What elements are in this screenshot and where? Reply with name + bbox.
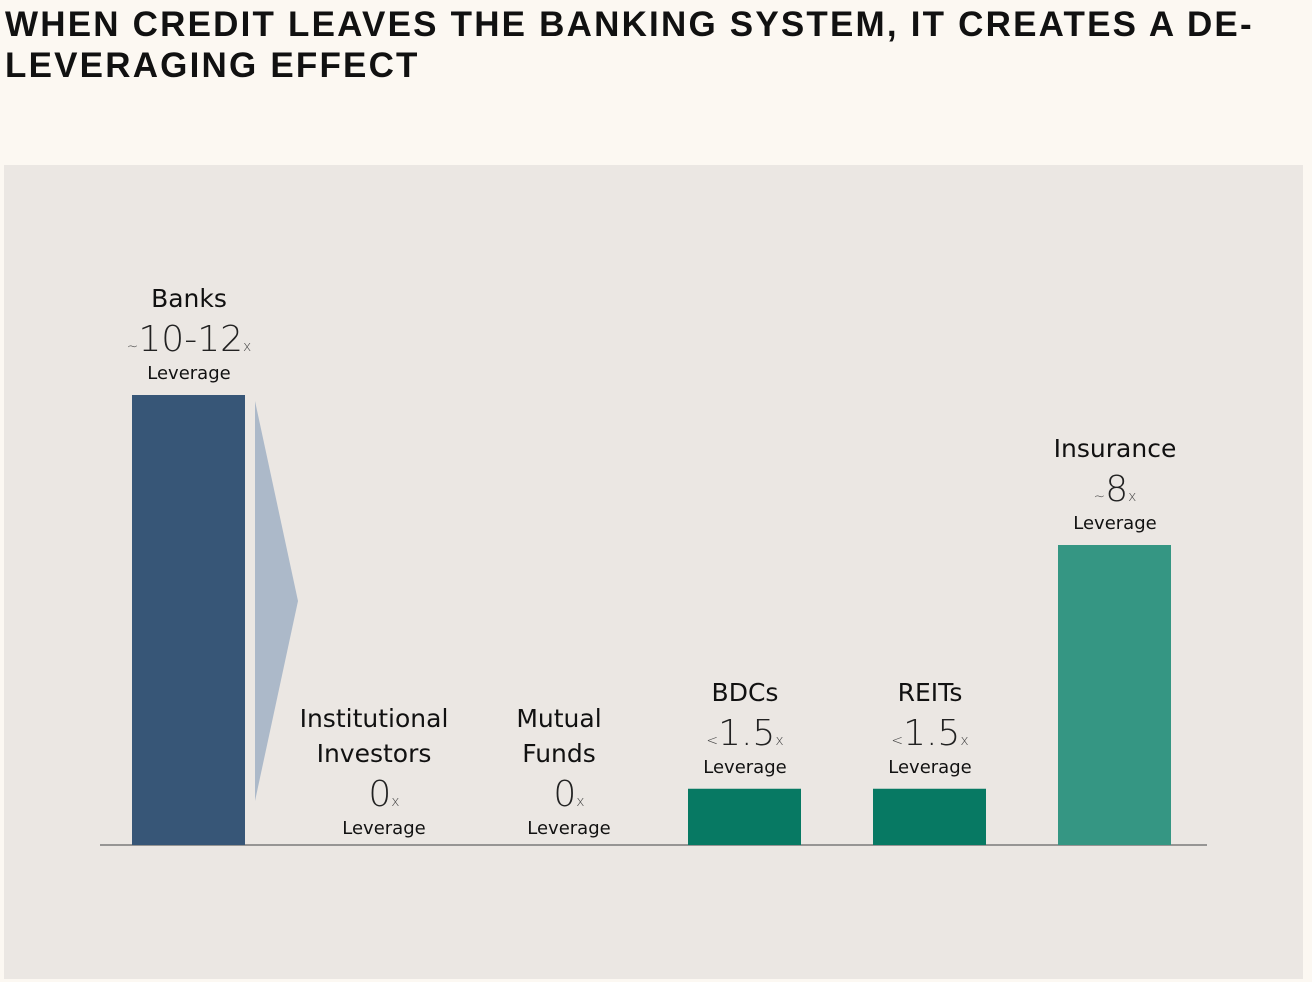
value-number: 0: [368, 774, 391, 815]
category-label-banks: Banks: [151, 284, 227, 313]
deleveraging-arrow: [255, 401, 298, 801]
leverage-label-institutional-investors: Leverage: [342, 818, 425, 839]
leverage-label-bdcs: Leverage: [703, 757, 786, 778]
category-label-insurance: Insurance: [1054, 434, 1177, 463]
value-number: 1.5: [718, 713, 775, 754]
chart-panel: Leverage ~10-12x Banks Leverage 0x Institutio…: [4, 165, 1303, 979]
bar-bdcs: [688, 788, 801, 845]
leverage-label-banks: Leverage: [147, 363, 230, 384]
value-number: 0: [553, 774, 576, 815]
bar-reits: [873, 788, 986, 845]
category-label-reits: REITs: [898, 678, 963, 707]
value-label-mutual-funds: 0x: [553, 774, 584, 815]
value-prefix: <: [706, 733, 718, 749]
leverage-label-mutual-funds: Leverage: [527, 818, 610, 839]
leverage-bar-chart: Leverage~10-12xBanksLeverage0xInstitutio…: [100, 284, 1207, 846]
value-number: 8: [1105, 469, 1128, 510]
chart-title: WHEN CREDIT LEAVES THE BANKING SYSTEM, I…: [5, 5, 1254, 85]
bar-banks: [132, 395, 245, 845]
value-prefix: ~: [1094, 489, 1106, 505]
bar-insurance: [1058, 545, 1171, 845]
value-label-reits: <1.5x: [891, 713, 968, 754]
category-label-institutional-investors: Institutional: [300, 704, 449, 733]
category-label-mutual-funds: Funds: [522, 739, 596, 768]
value-suffix: x: [1128, 489, 1136, 505]
value-suffix: x: [775, 733, 783, 749]
value-label-bdcs: <1.5x: [706, 713, 783, 754]
value-prefix: <: [891, 733, 903, 749]
category-label-mutual-funds: Mutual: [516, 704, 601, 733]
value-suffix: x: [243, 339, 251, 355]
value-suffix: x: [576, 794, 584, 810]
value-number: 10-12: [138, 319, 243, 360]
value-suffix: x: [391, 794, 399, 810]
value-label-banks: ~10-12x: [127, 319, 252, 360]
value-label-institutional-investors: 0x: [368, 774, 399, 815]
value-number: 1.5: [903, 713, 960, 754]
value-prefix: ~: [127, 339, 139, 355]
category-label-bdcs: BDCs: [712, 678, 779, 707]
leverage-label-reits: Leverage: [888, 757, 971, 778]
category-label-institutional-investors: Investors: [317, 739, 432, 768]
value-suffix: x: [960, 733, 968, 749]
leverage-label-insurance: Leverage: [1073, 513, 1156, 534]
value-label-insurance: ~8x: [1094, 469, 1137, 510]
